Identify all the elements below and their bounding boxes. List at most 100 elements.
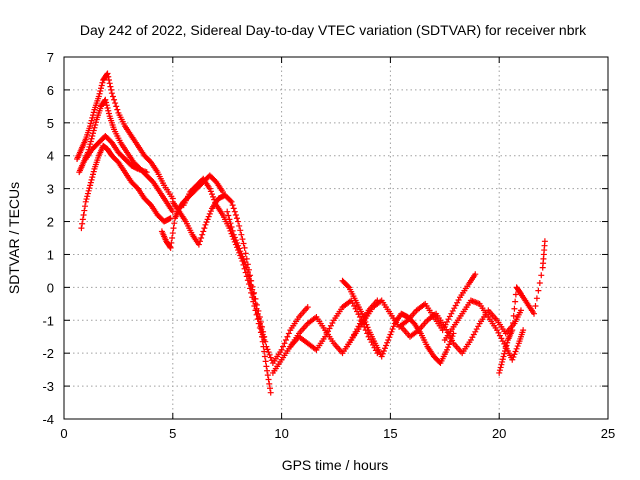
data-point xyxy=(239,236,246,243)
data-point xyxy=(87,138,94,145)
chart-title: Day 242 of 2022, Sidereal Day-to-day VTE… xyxy=(80,22,587,38)
data-point xyxy=(90,130,97,137)
series-track-1 xyxy=(74,70,176,202)
data-point xyxy=(260,334,267,341)
data-point xyxy=(503,342,510,349)
x-axis-label: GPS time / hours xyxy=(282,457,389,473)
data-point xyxy=(244,269,251,276)
data-point xyxy=(231,208,238,215)
data-point xyxy=(281,340,288,347)
data-point xyxy=(238,231,245,238)
x-tick-label: 0 xyxy=(60,426,67,441)
data-point xyxy=(79,220,86,227)
data-point xyxy=(496,367,503,374)
series-track-6 xyxy=(169,192,311,367)
data-point xyxy=(239,253,246,260)
data-point xyxy=(510,354,517,361)
data-point xyxy=(502,345,509,352)
series-track-5 xyxy=(158,172,226,251)
data-point xyxy=(266,385,273,392)
data-point xyxy=(472,328,479,335)
data-point xyxy=(532,303,539,310)
data-point xyxy=(166,243,173,250)
y-tick-label: -2 xyxy=(42,346,54,361)
data-point xyxy=(227,197,234,204)
data-point xyxy=(228,198,235,205)
data-point xyxy=(256,320,263,327)
data-point xyxy=(445,316,452,323)
data-point xyxy=(169,235,176,241)
data-point xyxy=(84,193,91,200)
data-point xyxy=(114,106,121,113)
data-point xyxy=(143,169,150,176)
data-point xyxy=(89,132,96,139)
x-tick-label: 10 xyxy=(274,426,288,441)
data-point xyxy=(102,96,109,103)
data-point xyxy=(260,343,267,350)
data-point xyxy=(229,227,236,234)
data-point xyxy=(104,105,111,112)
data-point xyxy=(109,93,116,100)
data-point xyxy=(229,202,236,209)
y-tick-label: 7 xyxy=(47,50,54,65)
data-point xyxy=(264,372,271,379)
data-point xyxy=(236,222,243,229)
data-point xyxy=(200,228,207,235)
data-point xyxy=(378,353,385,360)
data-point xyxy=(227,220,234,227)
data-point xyxy=(535,287,542,294)
data-point xyxy=(86,185,93,192)
data-point xyxy=(210,193,217,200)
data-point xyxy=(105,110,112,117)
data-point xyxy=(88,135,95,142)
data-point xyxy=(237,227,244,234)
data-point xyxy=(208,191,215,198)
data-point xyxy=(226,216,233,223)
data-point xyxy=(197,238,203,245)
grid-lines xyxy=(64,57,608,419)
series-track-8 xyxy=(224,208,268,344)
data-point xyxy=(473,326,480,333)
data-point xyxy=(90,127,97,134)
data-point xyxy=(267,389,274,396)
data-point xyxy=(446,313,453,320)
data-point xyxy=(531,310,538,317)
data-point xyxy=(232,237,239,244)
data-point xyxy=(168,239,175,246)
data-point xyxy=(266,380,273,387)
data-point xyxy=(254,310,261,317)
data-point xyxy=(496,332,503,339)
data-point xyxy=(203,219,210,226)
data-point xyxy=(211,196,218,203)
series-track-10 xyxy=(287,297,381,357)
data-point xyxy=(206,185,213,192)
data-point xyxy=(90,112,97,119)
data-point xyxy=(230,231,237,238)
data-point xyxy=(97,85,104,92)
data-point xyxy=(82,198,89,205)
y-tick-label: -1 xyxy=(42,313,54,328)
data-point xyxy=(282,337,289,344)
data-point xyxy=(202,221,209,228)
series-track-3 xyxy=(78,142,174,232)
data-point xyxy=(212,199,219,206)
data-point xyxy=(261,337,268,344)
data-point xyxy=(87,120,94,127)
data-point xyxy=(265,376,272,383)
y-tick-label: 1 xyxy=(47,247,54,262)
series-track-12 xyxy=(343,271,479,350)
data-point xyxy=(207,188,214,195)
data-point xyxy=(443,346,450,353)
data-point xyxy=(386,334,393,341)
series-track-14 xyxy=(441,297,527,363)
plot-frame xyxy=(63,56,609,420)
data-point xyxy=(89,114,96,121)
data-point xyxy=(325,328,332,335)
data-point xyxy=(304,304,311,311)
data-point xyxy=(247,272,254,279)
data-point xyxy=(201,225,208,232)
data-point xyxy=(107,83,114,90)
data-point xyxy=(512,291,519,298)
data-point xyxy=(262,358,269,365)
y-tick-label: 2 xyxy=(47,215,54,230)
